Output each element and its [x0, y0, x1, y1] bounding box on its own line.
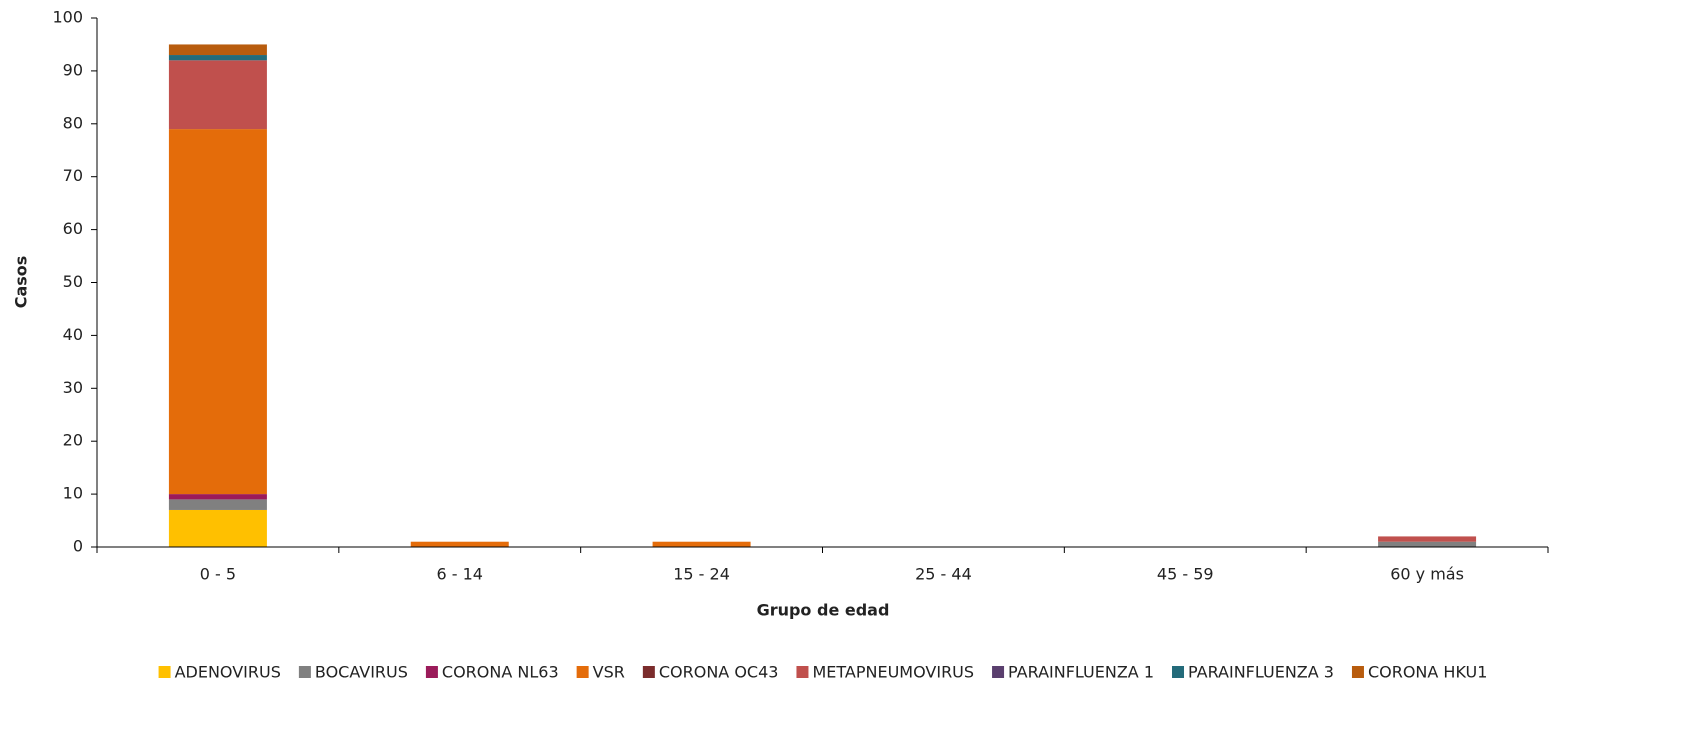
y-tick-label: 90 [63, 60, 83, 79]
legend-label: CORONA NL63 [442, 663, 559, 682]
legend-label: PARAINFLUENZA 3 [1188, 663, 1334, 682]
bar-segment [168, 55, 267, 61]
legend-swatch [158, 666, 171, 678]
bar-segment [1378, 536, 1477, 542]
y-tick-label: 60 [63, 219, 83, 238]
legend-swatch [298, 666, 311, 678]
x-tick-label: 25 - 44 [915, 565, 972, 584]
x-tick-label: 60 y más [1390, 565, 1464, 584]
x-tick-label: 0 - 5 [200, 565, 236, 584]
legend-swatch [1351, 666, 1364, 678]
x-tick-label: 15 - 24 [673, 565, 730, 584]
bar-segment [652, 541, 751, 547]
legend-label: METAPNEUMOVIRUS [812, 663, 974, 682]
y-tick-label: 50 [63, 272, 83, 291]
legend-label: BOCAVIRUS [315, 663, 408, 682]
y-tick-label: 40 [63, 325, 83, 344]
y-tick-label: 100 [52, 8, 83, 27]
bar-segment [168, 60, 267, 130]
y-tick-label: 30 [63, 378, 83, 397]
legend-label: PARAINFLUENZA 1 [1008, 663, 1154, 682]
legend-label: ADENOVIRUS [175, 663, 281, 682]
y-tick-label: 20 [63, 431, 83, 450]
x-tick-label: 6 - 14 [437, 565, 483, 584]
legend-label: CORONA HKU1 [1368, 663, 1487, 682]
bar-segment [168, 494, 267, 500]
legend-swatch [642, 666, 655, 678]
legend-swatch [992, 666, 1005, 678]
x-axis-title: Grupo de edad [757, 601, 890, 620]
legend-swatch [576, 666, 589, 678]
legend-swatch [796, 666, 809, 678]
legend-swatch [425, 666, 438, 678]
legend-label: CORONA OC43 [659, 663, 779, 682]
bar-segment [168, 499, 267, 510]
y-tick-label: 80 [63, 113, 83, 132]
bar-segment [168, 44, 267, 56]
y-tick-label: 0 [73, 537, 83, 556]
y-tick-label: 70 [63, 166, 83, 185]
bar-segment [168, 509, 267, 547]
bar-segment [1378, 541, 1477, 547]
y-axis-title: Casos [12, 256, 31, 309]
legend-swatch [1172, 666, 1185, 678]
y-tick-label: 10 [63, 484, 83, 503]
x-tick-label: 45 - 59 [1157, 565, 1214, 584]
bar-segment [168, 129, 267, 495]
legend-label: VSR [593, 663, 625, 682]
bar-segment [410, 541, 509, 547]
